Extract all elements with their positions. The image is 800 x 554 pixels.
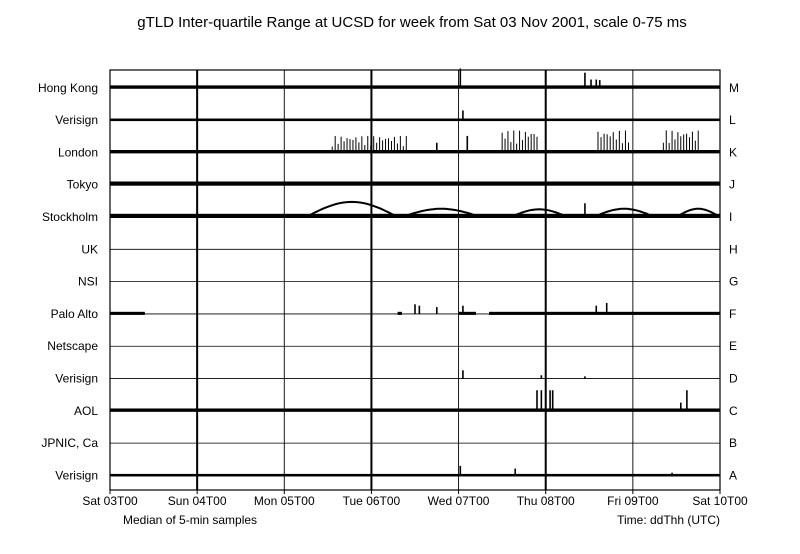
series-label: Verisign: [55, 372, 98, 386]
series-row: Palo Alto F: [51, 302, 736, 321]
x-tick-label: Mon 05T00: [254, 494, 315, 508]
series-label: Palo Alto: [51, 307, 99, 321]
series-letter: E: [729, 339, 737, 353]
series-level-band: [110, 150, 720, 154]
series-label: AOL: [74, 404, 98, 418]
series-label: London: [58, 145, 98, 159]
x-tick-label: Sat 10T00: [692, 494, 748, 508]
series-letter: M: [729, 81, 739, 95]
x-tick-label: Fri 09T00: [607, 494, 659, 508]
series-hump: [510, 208, 568, 218]
series-level-band: [110, 311, 145, 315]
series-level-band: [110, 118, 720, 122]
series-hump: [593, 207, 656, 218]
series-level-band: [397, 311, 402, 315]
series-row: NSI G: [78, 275, 738, 289]
series-row: JPNIC, Ca B: [41, 436, 737, 450]
series-level-band: [110, 181, 720, 186]
x-axis-label: Time: ddThh (UTC): [617, 513, 720, 527]
series-row: Hong Kong M: [38, 68, 739, 95]
series-row: Stockholm I: [42, 200, 732, 224]
series-row: AOL C: [74, 390, 738, 418]
x-tick-label: Wed 07T00: [428, 494, 490, 508]
series-label: UK: [81, 242, 98, 256]
series-letter: J: [729, 178, 735, 192]
series-level-band: [110, 473, 720, 477]
series-letter: C: [729, 404, 738, 418]
series-row: Tokyo J: [67, 178, 735, 192]
series-letter: A: [729, 468, 737, 482]
series-hump: [305, 200, 399, 218]
x-tick-label: Sat 03T00: [82, 494, 138, 508]
series-label: Verisign: [55, 113, 98, 127]
x-tick-label: Sun 04T00: [168, 494, 227, 508]
series-label: Stockholm: [42, 210, 98, 224]
series-hump: [675, 207, 721, 218]
series-label: Netscape: [47, 339, 98, 353]
series-label: Verisign: [55, 468, 98, 482]
series-level-band: [110, 408, 720, 412]
series-label: Tokyo: [67, 178, 99, 192]
series-label: Hong Kong: [38, 81, 98, 95]
plot-frame: [109, 69, 721, 491]
series-row: Verisign D: [55, 370, 738, 386]
x-tick-label: Thu 08T00: [517, 494, 575, 508]
series-letter: L: [729, 113, 736, 127]
series-row: UK H: [81, 242, 737, 256]
series-level-band: [110, 85, 720, 89]
chart-title: gTLD Inter-quartile Range at UCSD for we…: [137, 14, 686, 31]
series-row: Netscape E: [47, 339, 737, 353]
series-letter: B: [729, 436, 737, 450]
footnote: Median of 5-min samples: [123, 513, 257, 527]
series-row: London K: [58, 130, 737, 159]
series-level-band: [489, 311, 720, 315]
series-label: NSI: [78, 275, 98, 289]
series-letter: I: [729, 210, 732, 224]
series-letter: G: [729, 275, 738, 289]
series-row: Verisign L: [55, 110, 736, 127]
series-letter: H: [729, 242, 738, 256]
series-letter: K: [729, 145, 737, 159]
series-level-band: [458, 311, 476, 315]
series-hump: [401, 207, 481, 218]
series-letter: F: [729, 307, 736, 321]
x-tick-label: Tue 06T00: [343, 494, 401, 508]
series-row: Verisign A: [55, 465, 737, 482]
series-letter: D: [729, 372, 738, 386]
series-label: JPNIC, Ca: [41, 436, 98, 450]
series-level-band: [110, 213, 720, 218]
